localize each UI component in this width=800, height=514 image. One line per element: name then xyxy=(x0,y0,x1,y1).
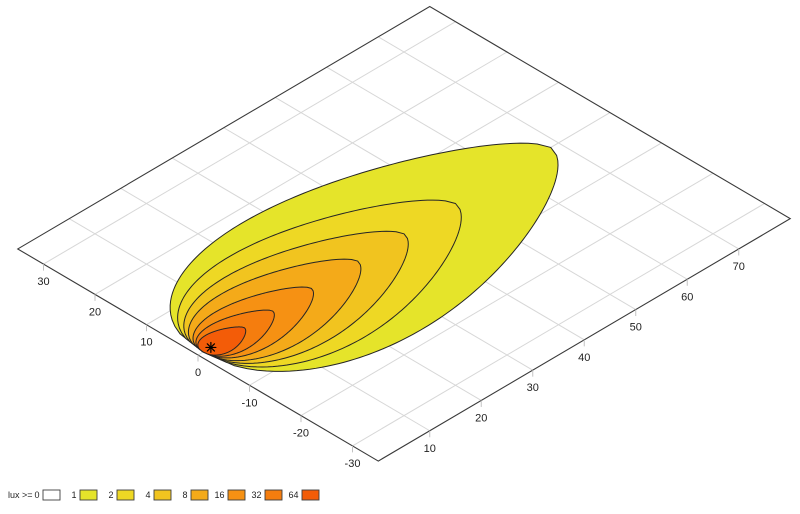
y-axis-30-label: 30 xyxy=(37,276,49,288)
grid-line-y-20 xyxy=(94,51,508,295)
grid-line-y--30 xyxy=(352,203,765,447)
legend-swatch-1 xyxy=(79,489,98,501)
legend-value-label-2: 2 xyxy=(108,490,113,500)
legend-value-label-4: 4 xyxy=(145,490,150,500)
x-axis-60-label: 60 xyxy=(681,291,693,303)
asterisk-arm xyxy=(206,343,216,352)
legend-value-label-16: 16 xyxy=(214,490,224,500)
y-axis--30-label: -30 xyxy=(345,458,361,470)
legend-swatch-8 xyxy=(190,489,209,501)
y-axis--20-label: -20 xyxy=(293,428,309,440)
legend-swatch-0 xyxy=(42,489,61,501)
legend-value-label-64: 64 xyxy=(288,490,298,500)
legend-value-label-32: 32 xyxy=(251,490,261,500)
legend-swatch-16 xyxy=(227,489,246,501)
legend-value-label-1: 1 xyxy=(71,490,76,500)
legend-swatch-32 xyxy=(264,489,283,501)
legend-value-label-8: 8 xyxy=(182,490,187,500)
legend-value-label-0: 0 xyxy=(34,490,39,500)
x-axis-70-label: 70 xyxy=(733,261,745,273)
plane-border xyxy=(16,5,792,462)
legend-swatch-4 xyxy=(153,489,172,501)
y-axis-20-label: 20 xyxy=(89,306,101,318)
y-axis-10-label: 10 xyxy=(140,337,152,349)
legend-swatch-64 xyxy=(301,489,320,501)
grid-line-y-30 xyxy=(43,21,456,265)
x-axis-10-label: 10 xyxy=(424,443,436,455)
source-marker-asterisk xyxy=(205,341,217,354)
x-axis-50-label: 50 xyxy=(630,322,642,334)
grid-line-y--20 xyxy=(300,172,714,417)
y-axis-0-label: 0 xyxy=(195,367,201,379)
legend-swatch-2 xyxy=(116,489,135,501)
x-axis-30-label: 30 xyxy=(527,382,539,394)
legend-title: lux >= xyxy=(8,490,33,500)
x-axis-40-label: 40 xyxy=(578,352,590,364)
x-axis-20-label: 20 xyxy=(475,412,487,424)
y-axis--10-label: -10 xyxy=(242,397,258,409)
